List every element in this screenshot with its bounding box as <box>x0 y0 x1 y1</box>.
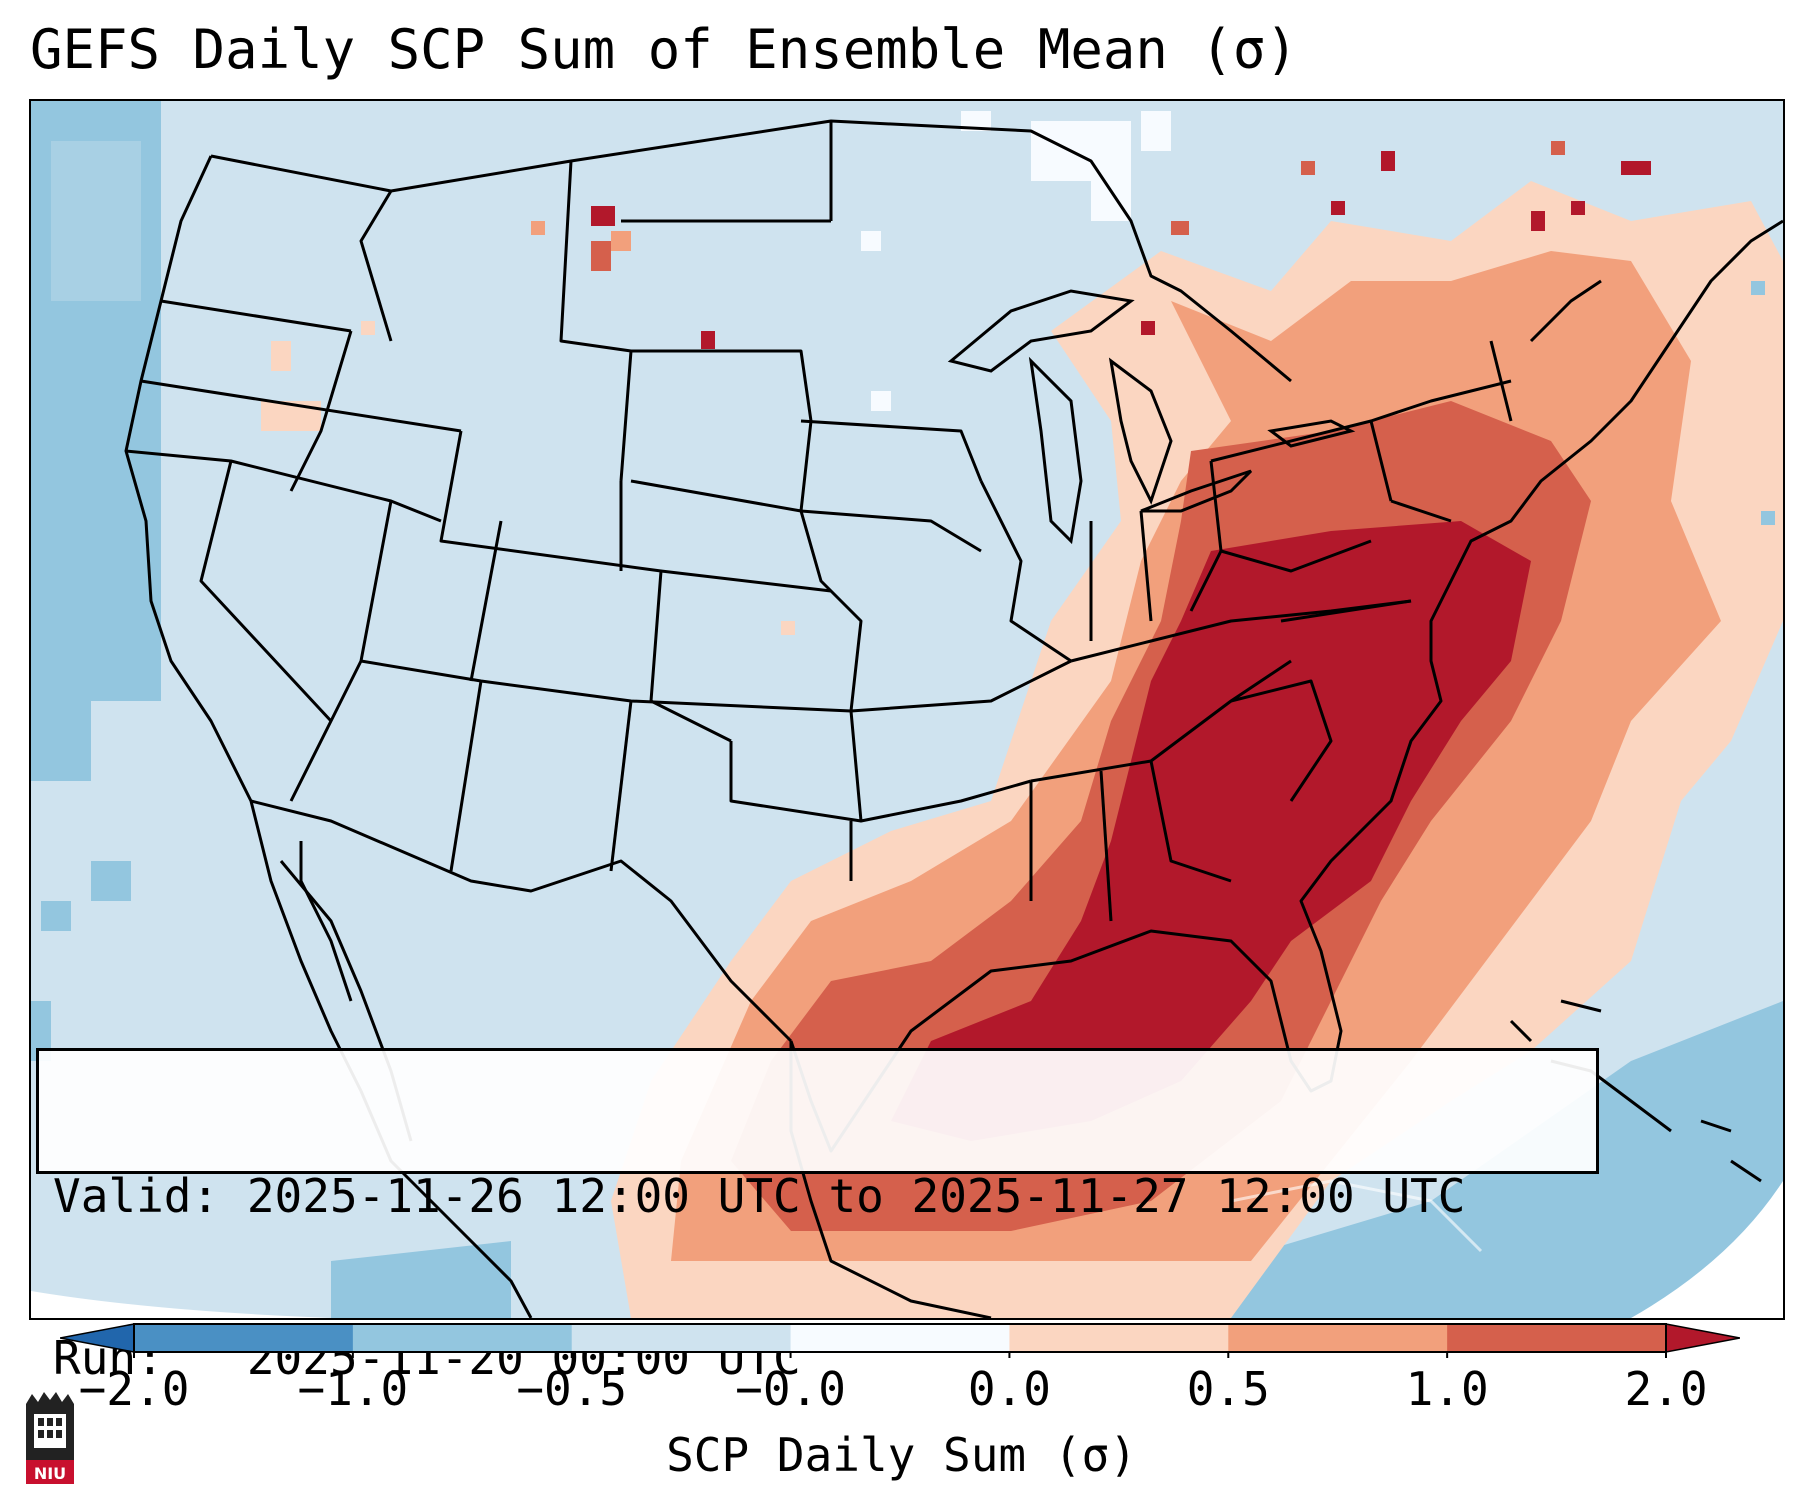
great-lakes <box>947 289 1356 545</box>
colorbar-outline <box>133 1323 1667 1353</box>
colorbar-tick-label: −2.0 <box>78 1362 190 1416</box>
colorbar-tick-label: −1.0 <box>297 1362 409 1416</box>
valid-run-info-box: Valid: 2025-11-26 12:00 UTC to 2025-11-2… <box>36 1048 1599 1385</box>
colorbar-segment <box>134 1324 354 1352</box>
projection-edge-left <box>31 1291 331 1318</box>
lake-superior <box>947 289 1135 373</box>
pacific-low-field <box>31 101 161 1061</box>
scattered-pixels <box>261 141 1775 635</box>
colorbar-segment <box>790 1324 1010 1352</box>
colorbar-tick-label: 1.0 <box>1405 1362 1489 1416</box>
logo-text: NIU <box>34 1464 66 1483</box>
colorbar-tick-label: −0.0 <box>735 1362 846 1416</box>
colorbar-segment <box>352 1324 573 1352</box>
colorbar-tick-label: 0.0 <box>967 1362 1051 1416</box>
colorbar-tick-label: 2.0 <box>1624 1362 1708 1416</box>
us-canada-border <box>210 119 1292 383</box>
anomaly-max <box>891 521 1531 1141</box>
projection-edge-right <box>1631 1181 1783 1318</box>
colorbar-tick-label: −0.5 <box>516 1362 628 1416</box>
gulf-coast <box>789 219 1783 1153</box>
gulf-low-field <box>331 1241 511 1318</box>
valid-time-line: Valid: 2025-11-26 12:00 UTC to 2025-11-2… <box>53 1169 1466 1223</box>
niu-logo-icon: NIU <box>26 1392 74 1484</box>
colorbar-extend-max <box>1665 1323 1740 1353</box>
near-zero-patch <box>861 111 1171 411</box>
west-coast <box>124 155 363 1092</box>
cuba-outline <box>1230 1179 1483 1253</box>
colorbar-tick-label: 0.5 <box>1186 1362 1270 1416</box>
colorbar-segment <box>571 1324 792 1352</box>
colorbar-segment <box>1228 1324 1448 1352</box>
colorbar-segment <box>1447 1324 1667 1352</box>
colorbar-title: SCP Daily Sum (σ) <box>666 1428 1137 1482</box>
colorbar <box>60 1323 1740 1358</box>
lake-michigan <box>1028 356 1083 545</box>
lake-huron <box>1108 357 1173 505</box>
lake-erie <box>1140 469 1253 513</box>
state-borders <box>124 119 1783 1318</box>
us-mexico-border <box>250 799 793 1043</box>
chart-title: GEFS Daily SCP Sum of Ensemble Mean (σ) <box>30 18 1298 81</box>
lake-ontario <box>1267 419 1356 448</box>
colorbar-extend-min <box>60 1323 135 1353</box>
colorbar-segment <box>1009 1324 1229 1352</box>
